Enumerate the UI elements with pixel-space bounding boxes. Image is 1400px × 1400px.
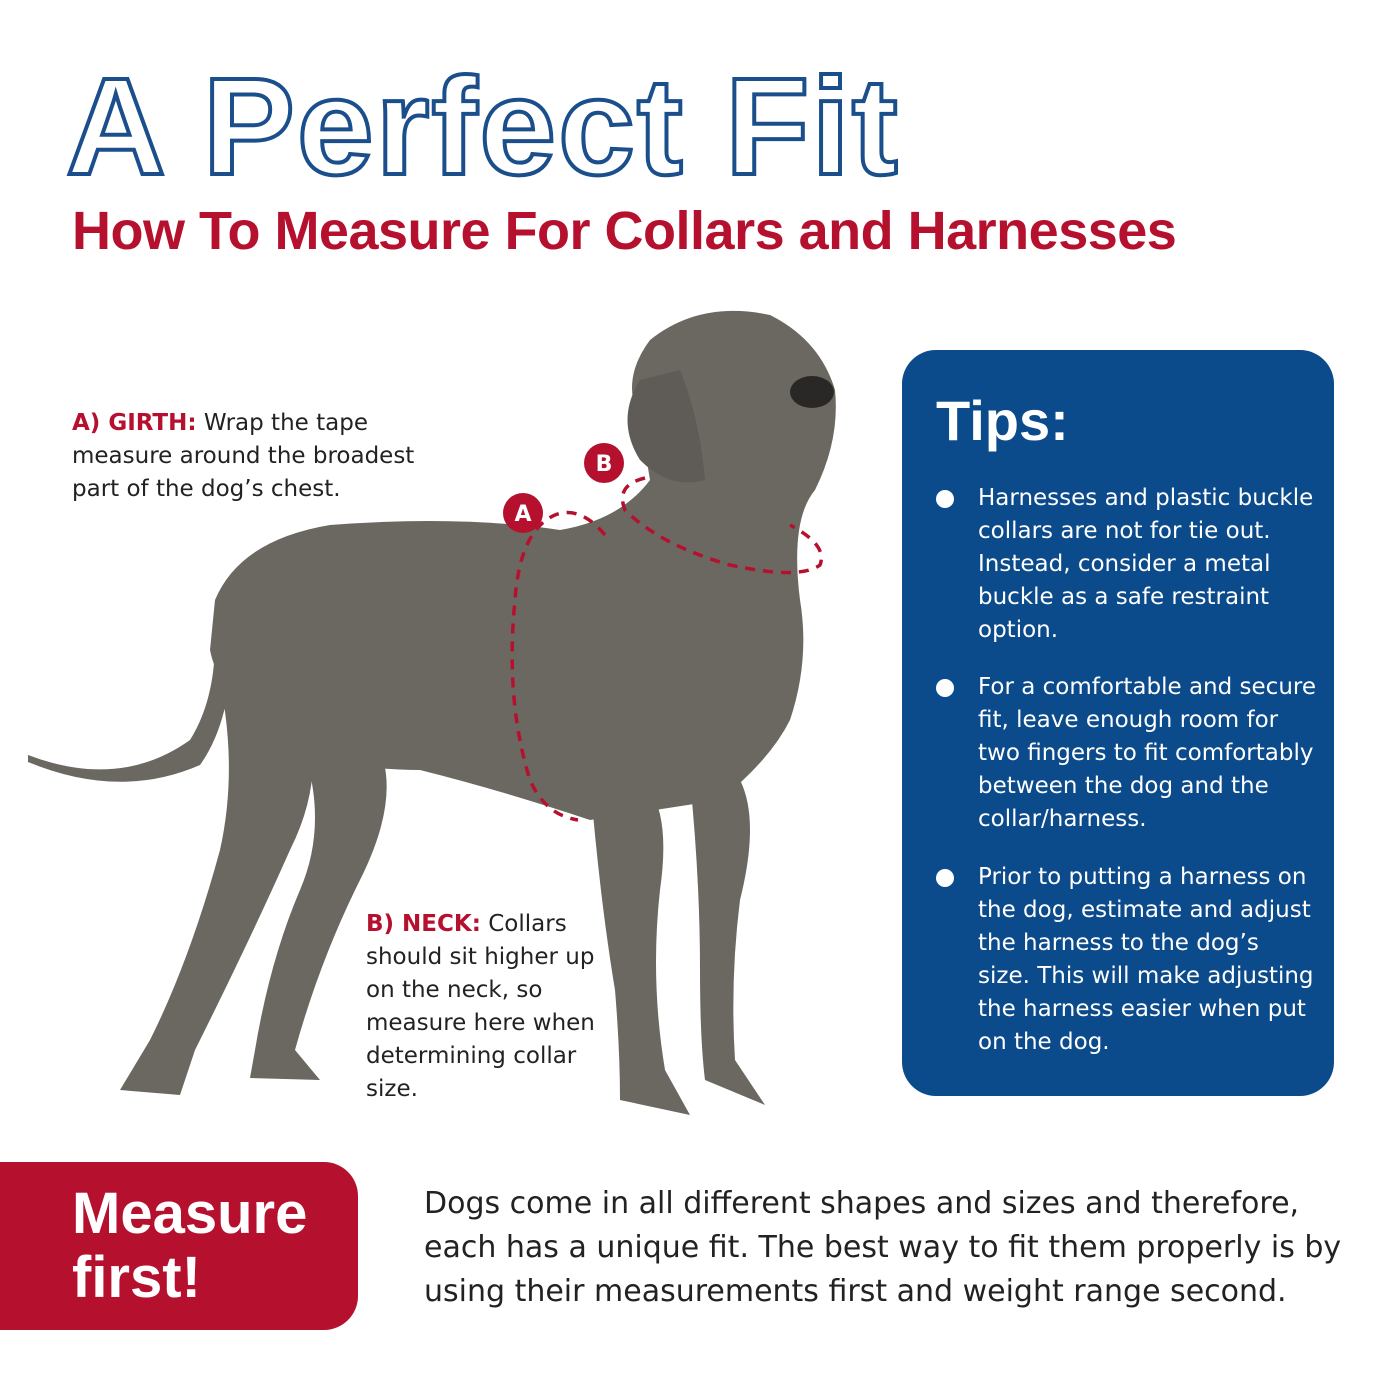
tips-panel: Tips: Harnesses and plastic buckle colla… [902, 350, 1334, 1096]
bullet-icon [936, 679, 954, 697]
girth-marker: A [503, 493, 543, 533]
girth-text: Wrap the tape measure around the broades… [72, 410, 415, 502]
tip-text: For a comfortable and secure fit, leave … [978, 674, 1317, 832]
girth-label: A) GIRTH: [72, 410, 197, 436]
bullet-icon [936, 490, 954, 508]
svg-text:B: B [596, 452, 613, 477]
footer-description: Dogs come in all different shapes and si… [424, 1186, 1342, 1309]
girth-measure-line [510, 510, 607, 822]
dog-illustration: A B [28, 310, 836, 1115]
neck-label: B) NECK: [366, 911, 481, 937]
neck-measure-line [620, 476, 824, 575]
girth-instruction: A) GIRTH: Wrap the tape measure around t… [72, 407, 432, 506]
tip-text: Harnesses and plastic buckle collars are… [978, 485, 1314, 643]
neck-marker: B [584, 443, 624, 483]
neck-instruction: B) NECK: Collars should sit higher up on… [366, 908, 596, 1106]
page-title: A Perfect Fit [64, 50, 900, 204]
tip-text: Prior to putting a harness on the dog, e… [978, 864, 1314, 1055]
page-subtitle: How To Measure For Collars and Harnesses [72, 201, 1177, 261]
tip-item: Prior to putting a harness on the dog, e… [936, 861, 1318, 1059]
measure-first-badge: Measure first! [0, 1162, 358, 1330]
measure-first-text: Measure first! [72, 1181, 308, 1310]
tip-item: For a comfortable and secure fit, leave … [936, 671, 1318, 836]
neck-text: Collars should sit higher up on the neck… [366, 911, 595, 1102]
svg-text:A: A [514, 502, 531, 527]
tips-title: Tips: [936, 389, 1069, 452]
tip-item: Harnesses and plastic buckle collars are… [936, 482, 1318, 647]
bullet-icon [936, 869, 954, 887]
